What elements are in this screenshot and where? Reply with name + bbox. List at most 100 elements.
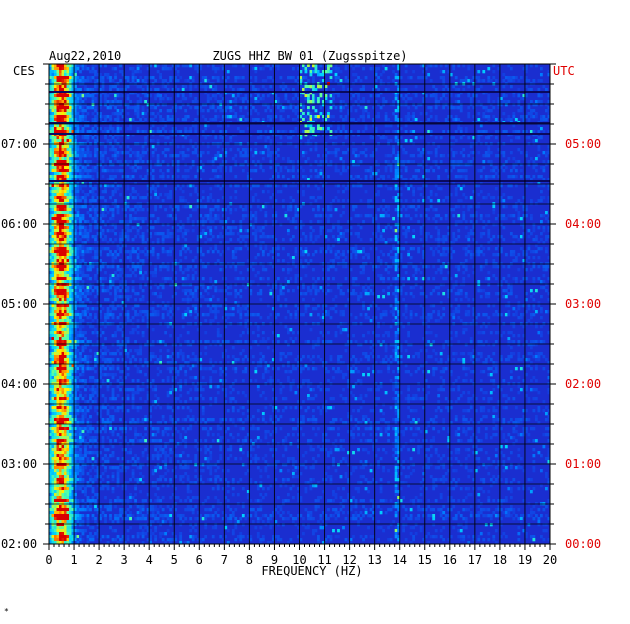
spectrogram-cell <box>49 181 52 185</box>
spectrogram-cell <box>74 127 77 131</box>
spectrogram-cell <box>64 184 67 188</box>
spectrogram-cell <box>224 115 228 119</box>
spectrogram-cell <box>74 88 77 92</box>
spectrogram-cell <box>116 169 120 173</box>
spectrogram-cell <box>211 199 215 203</box>
spectrogram-cell <box>109 250 112 254</box>
spectrogram-cell <box>106 157 110 161</box>
spectrogram-cell <box>234 163 238 167</box>
spectrogram-cell <box>91 265 95 269</box>
spectrogram-cell <box>487 175 491 179</box>
spectrogram-cell <box>64 127 67 131</box>
spectrogram-cell <box>394 265 398 269</box>
spectrogram-cell <box>394 238 398 242</box>
spectrogram-cell <box>51 184 55 188</box>
spectrogram-cell <box>194 97 198 101</box>
spectrogram-cell <box>69 190 72 194</box>
spectrogram-cell <box>174 259 178 263</box>
spectrogram-cell <box>194 265 198 269</box>
spectrogram-cell <box>307 130 310 134</box>
spectrogram-cell <box>397 103 400 107</box>
spectrogram-cell <box>462 265 466 269</box>
spectrogram-cell <box>291 175 295 179</box>
spectrogram-cell <box>129 214 132 218</box>
spectrogram-cell <box>324 160 328 164</box>
spectrogram-cell <box>91 97 95 101</box>
spectrogram-cell <box>116 154 120 158</box>
spectrogram-cell <box>434 160 438 164</box>
spectrogram-cell <box>219 169 223 173</box>
spectrogram-cell <box>216 175 220 179</box>
spectrogram-cell <box>392 256 395 260</box>
spectrogram-cell <box>114 97 117 101</box>
spectrogram-cell <box>269 151 273 155</box>
spectrogram-cell <box>276 190 280 194</box>
spectrogram-cell <box>116 94 120 98</box>
spectrogram-cell <box>382 136 385 140</box>
spectrogram-cell <box>146 229 150 233</box>
spectrogram-cell <box>149 271 153 275</box>
spectrogram-cell <box>56 172 60 176</box>
spectrogram-cell <box>532 166 536 170</box>
spectrogram-cell <box>467 205 471 209</box>
spectrogram-cell <box>101 247 105 251</box>
spectrogram-cell <box>246 112 250 116</box>
spectrogram-cell <box>302 130 305 134</box>
spectrogram-cell <box>69 232 72 236</box>
spectrogram-cell <box>539 175 543 179</box>
spectrogram-cell <box>397 154 400 158</box>
spectrogram-cell <box>249 112 253 116</box>
spectrogram-cell <box>119 271 122 275</box>
spectrogram-cell <box>64 205 67 209</box>
spectrogram-cell <box>199 151 203 155</box>
spectrogram-cell <box>104 247 107 251</box>
spectrogram-cell <box>374 148 378 152</box>
spectrogram-cell <box>487 118 491 122</box>
spectrogram-cell <box>329 214 333 218</box>
spectrogram-cell <box>269 76 273 80</box>
spectrogram-cell <box>69 160 72 164</box>
spectrogram-cell <box>384 88 388 92</box>
spectrogram-cell <box>482 232 486 236</box>
spectrogram-cell <box>467 163 471 167</box>
spectrogram-cell <box>81 205 85 209</box>
spectrogram-cell <box>79 160 82 164</box>
spectrogram-cell <box>512 103 516 107</box>
spectrogram-cell <box>79 109 82 113</box>
spectrogram-cell <box>169 214 173 218</box>
spectrogram-cell <box>64 250 67 254</box>
spectrogram-cell <box>76 100 80 104</box>
spectrogram-cell <box>161 178 165 182</box>
spectrogram-cell <box>124 151 127 155</box>
spectrogram-cell <box>397 175 400 179</box>
spectrogram-cell <box>56 199 60 203</box>
spectrogram-cell <box>71 223 75 227</box>
spectrogram-cell <box>214 154 218 158</box>
spectrogram-cell <box>64 76 67 80</box>
spectrogram-cell <box>479 244 483 248</box>
spectrogram-cell <box>56 85 60 89</box>
spectrogram-cell <box>49 265 52 269</box>
spectrogram-cell <box>144 196 147 200</box>
spectrogram-cell <box>51 244 55 248</box>
spectrogram-cell <box>307 64 310 68</box>
spectrogram-cell <box>161 160 165 164</box>
spectrogram-cell <box>109 184 112 188</box>
spectrogram-cell <box>529 109 533 113</box>
spectrogram-cell <box>332 259 335 263</box>
spectrogram-cell <box>109 208 112 212</box>
spectrogram-cell <box>394 118 398 122</box>
spectrogram-cell <box>289 184 293 188</box>
spectrogram-cell <box>89 130 92 134</box>
spectrogram-cell <box>264 247 268 251</box>
spectrogram-cell <box>264 145 268 149</box>
spectrogram-cell <box>256 253 260 257</box>
spectrogram-cell <box>99 106 102 110</box>
spectrogram-cell <box>479 214 483 218</box>
spectrogram-cell <box>116 115 120 119</box>
spectrogram-cell <box>56 136 60 140</box>
spectrogram-cell <box>114 187 117 191</box>
spectrogram-cell <box>256 229 260 233</box>
spectrogram-cell <box>254 169 258 173</box>
spectrogram-cell <box>229 232 233 236</box>
